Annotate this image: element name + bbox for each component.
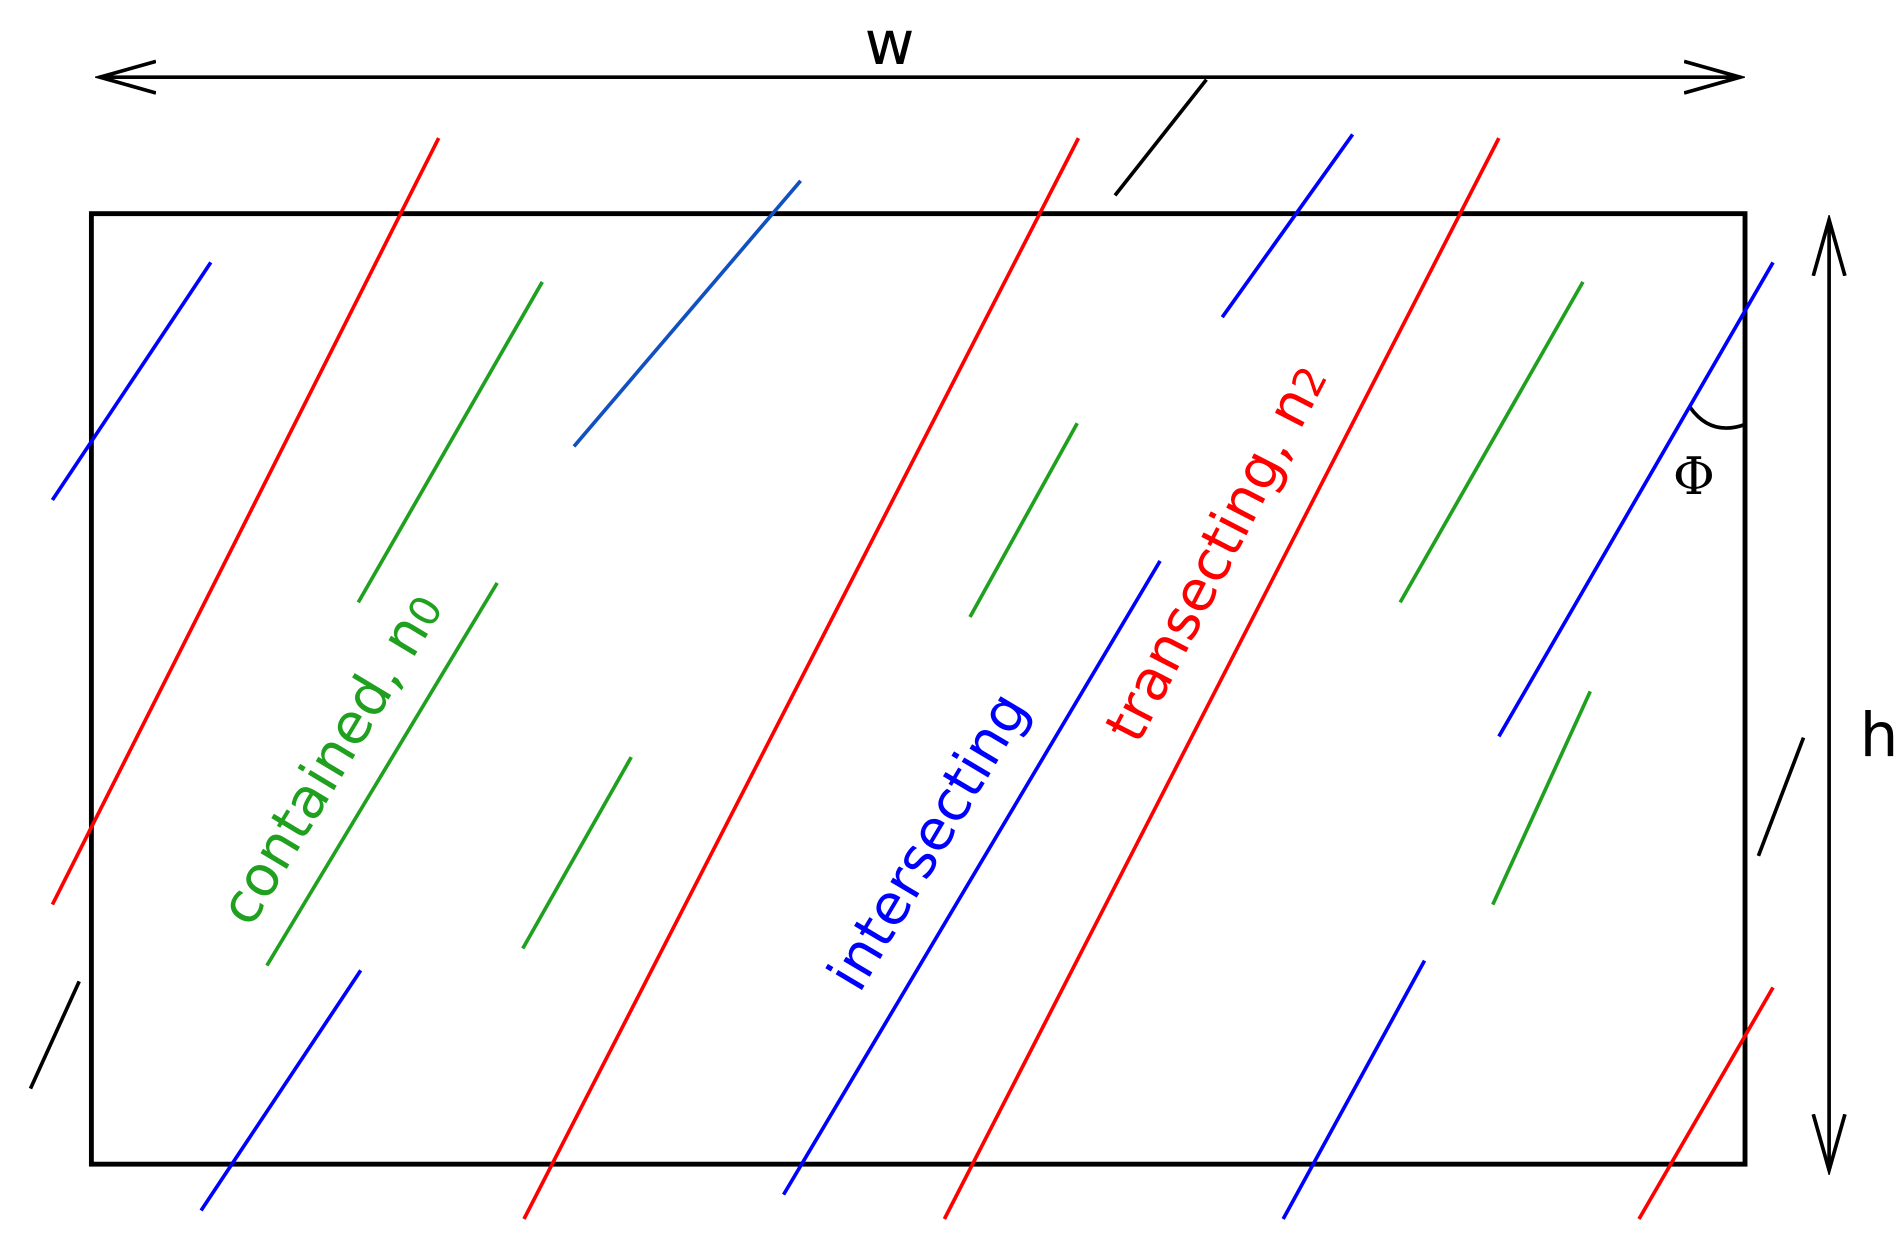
- height-label: h: [1860, 700, 1899, 771]
- blue-segments: [50, 133, 1775, 1220]
- contained-text: contained, n: [207, 603, 443, 936]
- width-label: w: [865, 8, 915, 79]
- green-segments: [265, 280, 1592, 967]
- black-segments: [28, 78, 1806, 1090]
- contained-label: contained, n0: [207, 581, 456, 936]
- angle-label: Φ: [1673, 447, 1715, 507]
- transecting-text: transecting, n: [1093, 376, 1329, 752]
- domain-rectangle: [88, 211, 1748, 1167]
- transecting-label: transecting, n2: [1093, 353, 1341, 752]
- angle-arc: [1688, 406, 1746, 430]
- red-segments: [50, 137, 1775, 1220]
